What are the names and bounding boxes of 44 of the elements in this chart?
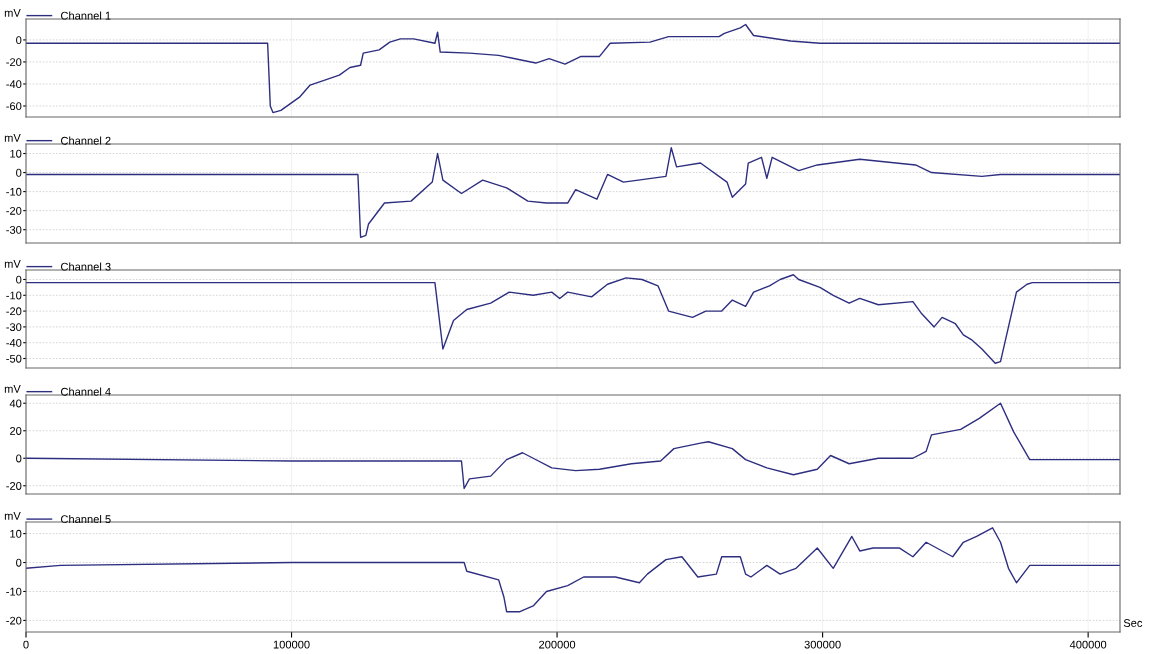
y-tick-label: 0 <box>16 168 22 177</box>
y-tick-label: -30 <box>6 323 22 332</box>
y-axis-title: mV <box>4 385 21 393</box>
y-tick-label: -10 <box>6 291 22 300</box>
y-tick-label: 10 <box>10 529 22 538</box>
y-tick-label: -40 <box>6 80 22 89</box>
series-label: Channel 3 <box>61 262 111 271</box>
y-tick-label: -60 <box>6 102 22 111</box>
line-series <box>26 147 1120 238</box>
y-tick-label: -30 <box>6 225 22 234</box>
y-axis-title: mV <box>4 512 21 520</box>
x-axis-title: Sec <box>1123 619 1143 627</box>
y-tick-label: -10 <box>6 587 22 596</box>
y-tick-label: -20 <box>6 482 22 490</box>
line-series <box>26 527 1120 613</box>
line-series <box>26 274 1120 364</box>
text: Channel 5 <box>61 514 111 524</box>
y-tick-label: 0 <box>16 275 22 284</box>
line-series <box>26 23 1120 114</box>
y-tick-label: 10 <box>10 149 22 158</box>
y-tick-label: -20 <box>6 307 22 316</box>
y-tick-label: 0 <box>16 454 22 463</box>
text: Channel 2 <box>61 136 111 145</box>
y-tick-label: 40 <box>9 399 22 408</box>
y-tick-label: -20 <box>6 206 22 215</box>
y-tick-label: -40 <box>6 338 22 347</box>
text: Channel 1 <box>61 11 111 20</box>
x-tick-label: 100000 <box>273 640 310 649</box>
line-series <box>26 402 1120 490</box>
y-tick-label: -20 <box>6 616 22 625</box>
x-tick-label: 0 <box>23 640 29 649</box>
x-tick-label: 200000 <box>539 640 576 649</box>
y-tick-label: -20 <box>6 58 22 67</box>
y-tick-label: 0 <box>16 558 22 567</box>
y-tick-label: 20 <box>10 427 22 435</box>
y-axis-title: mV <box>4 9 21 17</box>
y-tick-label: -50 <box>6 354 22 363</box>
text: Channel 4 <box>61 387 111 396</box>
x-tick-label: 400000 <box>1069 640 1107 649</box>
x-tick-label: 300000 <box>804 640 841 649</box>
y-tick-label: -10 <box>6 187 22 196</box>
y-tick-label: 0 <box>16 36 22 45</box>
y-axis-title: mV <box>4 260 21 268</box>
y-axis-title: mV <box>4 134 21 142</box>
